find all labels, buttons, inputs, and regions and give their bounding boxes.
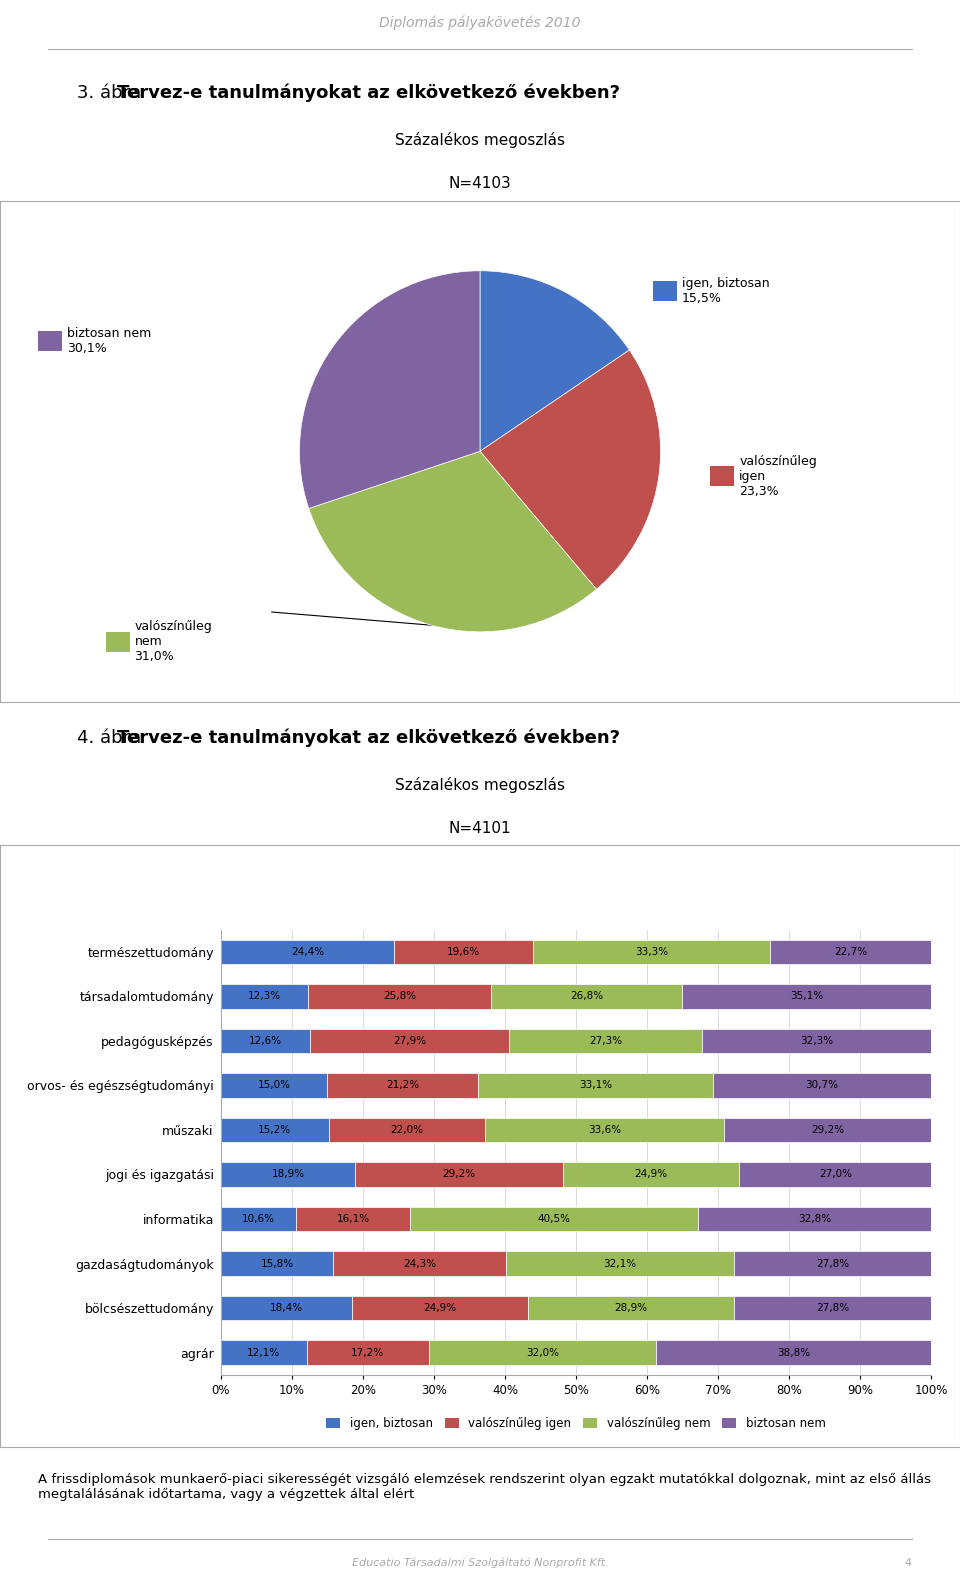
Text: N=4101: N=4101: [448, 821, 512, 835]
Text: 3. ábra: 3. ábra: [77, 84, 147, 102]
FancyBboxPatch shape: [710, 466, 734, 487]
Text: Tervez-e tanulmányokat az elkövetkező években?: Tervez-e tanulmányokat az elkövetkező év…: [117, 728, 620, 747]
Text: Tervez-e tanulmányokat az elkövetkező években?: Tervez-e tanulmányokat az elkövetkező év…: [117, 84, 620, 102]
Text: igen, biztosan
15,5%: igen, biztosan 15,5%: [682, 277, 769, 304]
Text: Diplomás pályakövetés 2010: Diplomás pályakövetés 2010: [379, 16, 581, 30]
Text: biztosan nem
30,1%: biztosan nem 30,1%: [67, 326, 152, 355]
Text: valószínűleg
nem
31,0%: valószínűleg nem 31,0%: [134, 621, 212, 663]
FancyBboxPatch shape: [653, 281, 677, 301]
Text: 4: 4: [905, 1559, 912, 1568]
Text: A frissdiplomások munkaerő-piaci sikerességét vizsgáló elemzések rendszerint oly: A frissdiplomások munkaerő-piaci sikeres…: [38, 1474, 931, 1502]
FancyBboxPatch shape: [106, 632, 130, 652]
Text: Százalékos megoszlás: Százalékos megoszlás: [395, 132, 565, 148]
FancyBboxPatch shape: [38, 331, 62, 351]
Text: valószínűleg
igen
23,3%: valószínűleg igen 23,3%: [739, 455, 817, 498]
Text: N=4103: N=4103: [448, 177, 512, 191]
Legend: igen, biztosan, valószínűleg igen, valószínűleg nem, biztosan nem: igen, biztosan, valószínűleg igen, valós…: [322, 1412, 830, 1436]
Text: Educatio Társadalmi Szolgáltató Nonprofit Kft.: Educatio Társadalmi Szolgáltató Nonprofi…: [351, 1557, 609, 1568]
Text: 4. ábra: 4. ábra: [77, 728, 147, 747]
Text: Százalékos megoszlás: Százalékos megoszlás: [395, 777, 565, 793]
